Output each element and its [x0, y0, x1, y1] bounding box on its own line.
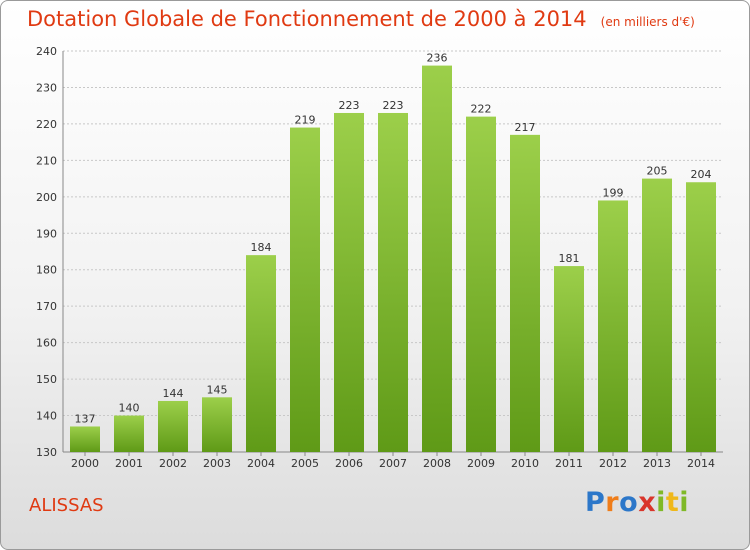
x-tick-label: 2002: [159, 457, 187, 470]
data-label: 222: [471, 103, 492, 116]
x-tick-label: 2003: [203, 457, 231, 470]
data-label: 223: [339, 99, 360, 112]
bar-2004: [246, 255, 276, 452]
logo-letter: t: [665, 487, 680, 518]
data-label: 184: [251, 241, 272, 254]
y-tick-label: 130: [36, 446, 57, 459]
bar-2011: [554, 266, 584, 452]
y-tick-label: 210: [36, 154, 57, 167]
x-tick-label: 2004: [247, 457, 275, 470]
y-tick-label: 220: [36, 118, 57, 131]
x-tick-label: 2006: [335, 457, 363, 470]
data-label: 199: [603, 186, 624, 199]
data-label: 223: [383, 99, 404, 112]
logo-letter: i: [679, 487, 690, 518]
bar-2009: [466, 116, 496, 453]
bar-2003: [202, 397, 232, 452]
bar-2013: [642, 178, 672, 452]
x-tick-label: 2011: [555, 457, 583, 470]
bar-2007: [378, 112, 408, 453]
data-label: 181: [559, 252, 580, 265]
data-label: 217: [515, 121, 536, 134]
proxiti-logo: Proxiti: [585, 487, 689, 518]
x-tick-label: 2000: [71, 457, 99, 470]
x-tick-label: 2007: [379, 457, 407, 470]
bar-2012: [598, 200, 628, 452]
y-tick-label: 200: [36, 191, 57, 204]
data-label: 236: [427, 52, 448, 65]
bar-2010: [510, 134, 540, 452]
data-label: 137: [75, 412, 96, 425]
x-tick-label: 2014: [687, 457, 715, 470]
x-tick-label: 2010: [511, 457, 539, 470]
y-tick-label: 230: [36, 81, 57, 94]
logo-letter: o: [619, 487, 639, 518]
y-tick-label: 170: [36, 300, 57, 313]
data-label: 145: [207, 383, 228, 396]
chart-title-block: Dotation Globale de Fonctionnement de 20…: [27, 7, 695, 31]
bar-2014: [686, 182, 716, 452]
x-tick-label: 2005: [291, 457, 319, 470]
y-tick-label: 150: [36, 373, 57, 386]
commune-name: ALISSAS: [29, 495, 104, 516]
data-label: 204: [691, 168, 712, 181]
y-tick-label: 140: [36, 410, 57, 423]
y-tick-label: 240: [36, 45, 57, 58]
x-tick-label: 2012: [599, 457, 627, 470]
logo-letter: i: [656, 487, 666, 518]
logo-letter: r: [605, 487, 620, 518]
y-tick-label: 180: [36, 264, 57, 277]
logo-letter: x: [638, 487, 657, 518]
data-label: 205: [647, 165, 668, 178]
x-tick-label: 2013: [643, 457, 671, 470]
bar-2005: [290, 127, 320, 453]
data-label: 140: [119, 402, 140, 415]
x-tick-label: 2001: [115, 457, 143, 470]
bar-2000: [70, 426, 100, 452]
y-tick-label: 190: [36, 227, 57, 240]
bar-2002: [158, 400, 188, 452]
bar-2008: [422, 65, 452, 452]
chart-title: Dotation Globale de Fonctionnement de 20…: [27, 7, 587, 31]
x-tick-label: 2008: [423, 457, 451, 470]
chart-subtitle: (en milliers d'€): [600, 15, 695, 29]
data-label: 144: [163, 387, 184, 400]
bar-2006: [334, 112, 364, 453]
logo-letter: P: [585, 487, 606, 518]
data-label: 219: [295, 114, 316, 127]
x-tick-label: 2009: [467, 457, 495, 470]
y-tick-label: 160: [36, 337, 57, 350]
bar-2001: [114, 415, 144, 452]
